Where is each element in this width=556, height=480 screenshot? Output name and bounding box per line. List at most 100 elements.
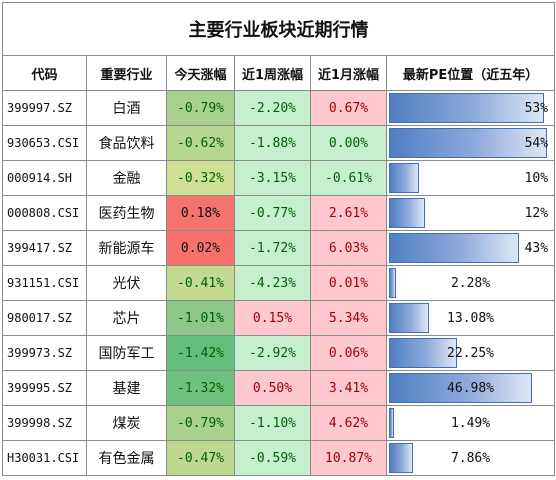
cell-week[interactable]: 0.15%: [234, 300, 311, 336]
header-industry[interactable]: 重要行业: [86, 55, 167, 91]
pe-value: 1.49%: [450, 415, 491, 431]
pe-value: 7.86%: [450, 450, 491, 466]
header-pe[interactable]: 最新PE位置（近五年）: [385, 55, 556, 91]
cell-pe[interactable]: 54%: [385, 125, 556, 161]
cell-code[interactable]: 399997.SZ: [2, 90, 87, 126]
cell-pe[interactable]: 43%: [385, 230, 556, 266]
cell-today[interactable]: -1.01%: [166, 300, 235, 336]
cell-industry[interactable]: 医药生物: [86, 195, 167, 231]
cell-industry[interactable]: 有色金属: [86, 440, 167, 476]
cell-pe[interactable]: 22.25%: [385, 335, 556, 371]
cell-pe[interactable]: 7.86%: [385, 440, 556, 476]
cell-industry[interactable]: 国防军工: [86, 335, 167, 371]
cell-code[interactable]: H30031.CSI: [2, 440, 87, 476]
cell-today[interactable]: -1.42%: [166, 335, 235, 371]
cell-month[interactable]: 0.06%: [310, 335, 387, 371]
cell-pe[interactable]: 12%: [385, 195, 556, 231]
cell-month[interactable]: 0.67%: [310, 90, 387, 126]
cell-month[interactable]: 5.34%: [310, 300, 387, 336]
cell-month[interactable]: 6.03%: [310, 230, 387, 266]
table-row: 399995.SZ 基建 -1.32% 0.50% 3.41% 46.98%: [2, 370, 556, 406]
pe-databar: [389, 268, 396, 298]
cell-today[interactable]: -0.62%: [166, 125, 235, 161]
cell-code[interactable]: 000808.CSI: [2, 195, 87, 231]
cell-week[interactable]: -1.88%: [234, 125, 311, 161]
cell-month[interactable]: -0.61%: [310, 160, 387, 196]
cell-week[interactable]: -3.15%: [234, 160, 311, 196]
cell-industry[interactable]: 新能源车: [86, 230, 167, 266]
cell-industry[interactable]: 煤炭: [86, 405, 167, 441]
cell-week[interactable]: 0.50%: [234, 370, 311, 406]
cell-week[interactable]: -4.23%: [234, 265, 311, 301]
pe-value: 53%: [524, 100, 549, 116]
pe-databar: [389, 373, 532, 403]
cell-today[interactable]: -0.79%: [166, 405, 235, 441]
cell-month[interactable]: 2.61%: [310, 195, 387, 231]
cell-month[interactable]: 0.01%: [310, 265, 387, 301]
header-code[interactable]: 代码: [2, 55, 87, 91]
cell-today[interactable]: -0.41%: [166, 265, 235, 301]
cell-today[interactable]: 0.02%: [166, 230, 235, 266]
pe-databar: [389, 93, 544, 123]
pe-value: 13.08%: [447, 310, 495, 326]
cell-industry[interactable]: 光伏: [86, 265, 167, 301]
cell-month[interactable]: 10.87%: [310, 440, 387, 476]
table-row: 399998.SZ 煤炭 -0.79% -1.10% 4.62% 1.49%: [2, 405, 556, 441]
header-row: 代码 重要行业 今天涨幅 近1周涨幅 近1月涨幅 最新PE位置（近五年）: [2, 55, 556, 91]
cell-code[interactable]: 931151.CSI: [2, 265, 87, 301]
pe-value: 22.25%: [447, 345, 495, 361]
cell-today[interactable]: -0.32%: [166, 160, 235, 196]
pe-databar: [389, 338, 457, 368]
table-row: 399997.SZ 白酒 -0.79% -2.20% 0.67% 53%: [2, 90, 556, 126]
cell-pe[interactable]: 2.28%: [385, 265, 556, 301]
table-row: 000914.SH 金融 -0.32% -3.15% -0.61% 10%: [2, 160, 556, 196]
cell-code[interactable]: 980017.SZ: [2, 300, 87, 336]
cell-month[interactable]: 3.41%: [310, 370, 387, 406]
cell-pe[interactable]: 46.98%: [385, 370, 556, 406]
cell-month[interactable]: 0.00%: [310, 125, 387, 161]
cell-pe[interactable]: 10%: [385, 160, 556, 196]
cell-industry[interactable]: 芯片: [86, 300, 167, 336]
cell-industry[interactable]: 食品饮料: [86, 125, 167, 161]
pe-databar: [389, 408, 394, 438]
pe-databar: [389, 233, 519, 263]
pe-value: 46.98%: [447, 380, 495, 396]
header-month[interactable]: 近1月涨幅: [310, 55, 387, 91]
cell-pe[interactable]: 13.08%: [385, 300, 556, 336]
cell-code[interactable]: 399417.SZ: [2, 230, 87, 266]
pe-databar: [389, 443, 413, 473]
pe-value: 2.28%: [450, 275, 491, 291]
header-today[interactable]: 今天涨幅: [166, 55, 235, 91]
cell-today[interactable]: -0.47%: [166, 440, 235, 476]
cell-code[interactable]: 399973.SZ: [2, 335, 87, 371]
table-row: 399417.SZ 新能源车 0.02% -1.72% 6.03% 43%: [2, 230, 556, 266]
cell-today[interactable]: -1.32%: [166, 370, 235, 406]
pe-databar: [389, 163, 419, 193]
cell-week[interactable]: -2.20%: [234, 90, 311, 126]
cell-week[interactable]: -2.92%: [234, 335, 311, 371]
cell-pe[interactable]: 53%: [385, 90, 556, 126]
cell-code[interactable]: 000914.SH: [2, 160, 87, 196]
table-row: 931151.CSI 光伏 -0.41% -4.23% 0.01% 2.28%: [2, 265, 556, 301]
cell-industry[interactable]: 白酒: [86, 90, 167, 126]
cell-code[interactable]: 930653.CSI: [2, 125, 87, 161]
pe-databar: [389, 128, 547, 158]
cell-week[interactable]: -0.77%: [234, 195, 311, 231]
cell-industry[interactable]: 金融: [86, 160, 167, 196]
cell-today[interactable]: -0.79%: [166, 90, 235, 126]
cell-week[interactable]: -1.72%: [234, 230, 311, 266]
cell-code[interactable]: 399995.SZ: [2, 370, 87, 406]
cell-code[interactable]: 399998.SZ: [2, 405, 87, 441]
cell-today[interactable]: 0.18%: [166, 195, 235, 231]
cell-week[interactable]: -0.59%: [234, 440, 311, 476]
header-week[interactable]: 近1周涨幅: [234, 55, 311, 91]
cell-week[interactable]: -1.10%: [234, 405, 311, 441]
pe-value: 43%: [524, 240, 549, 256]
table-row: 980017.SZ 芯片 -1.01% 0.15% 5.34% 13.08%: [2, 300, 556, 336]
table-row: 399973.SZ 国防军工 -1.42% -2.92% 0.06% 22.25%: [2, 335, 556, 371]
cell-pe[interactable]: 1.49%: [385, 405, 556, 441]
cell-industry[interactable]: 基建: [86, 370, 167, 406]
cell-month[interactable]: 4.62%: [310, 405, 387, 441]
